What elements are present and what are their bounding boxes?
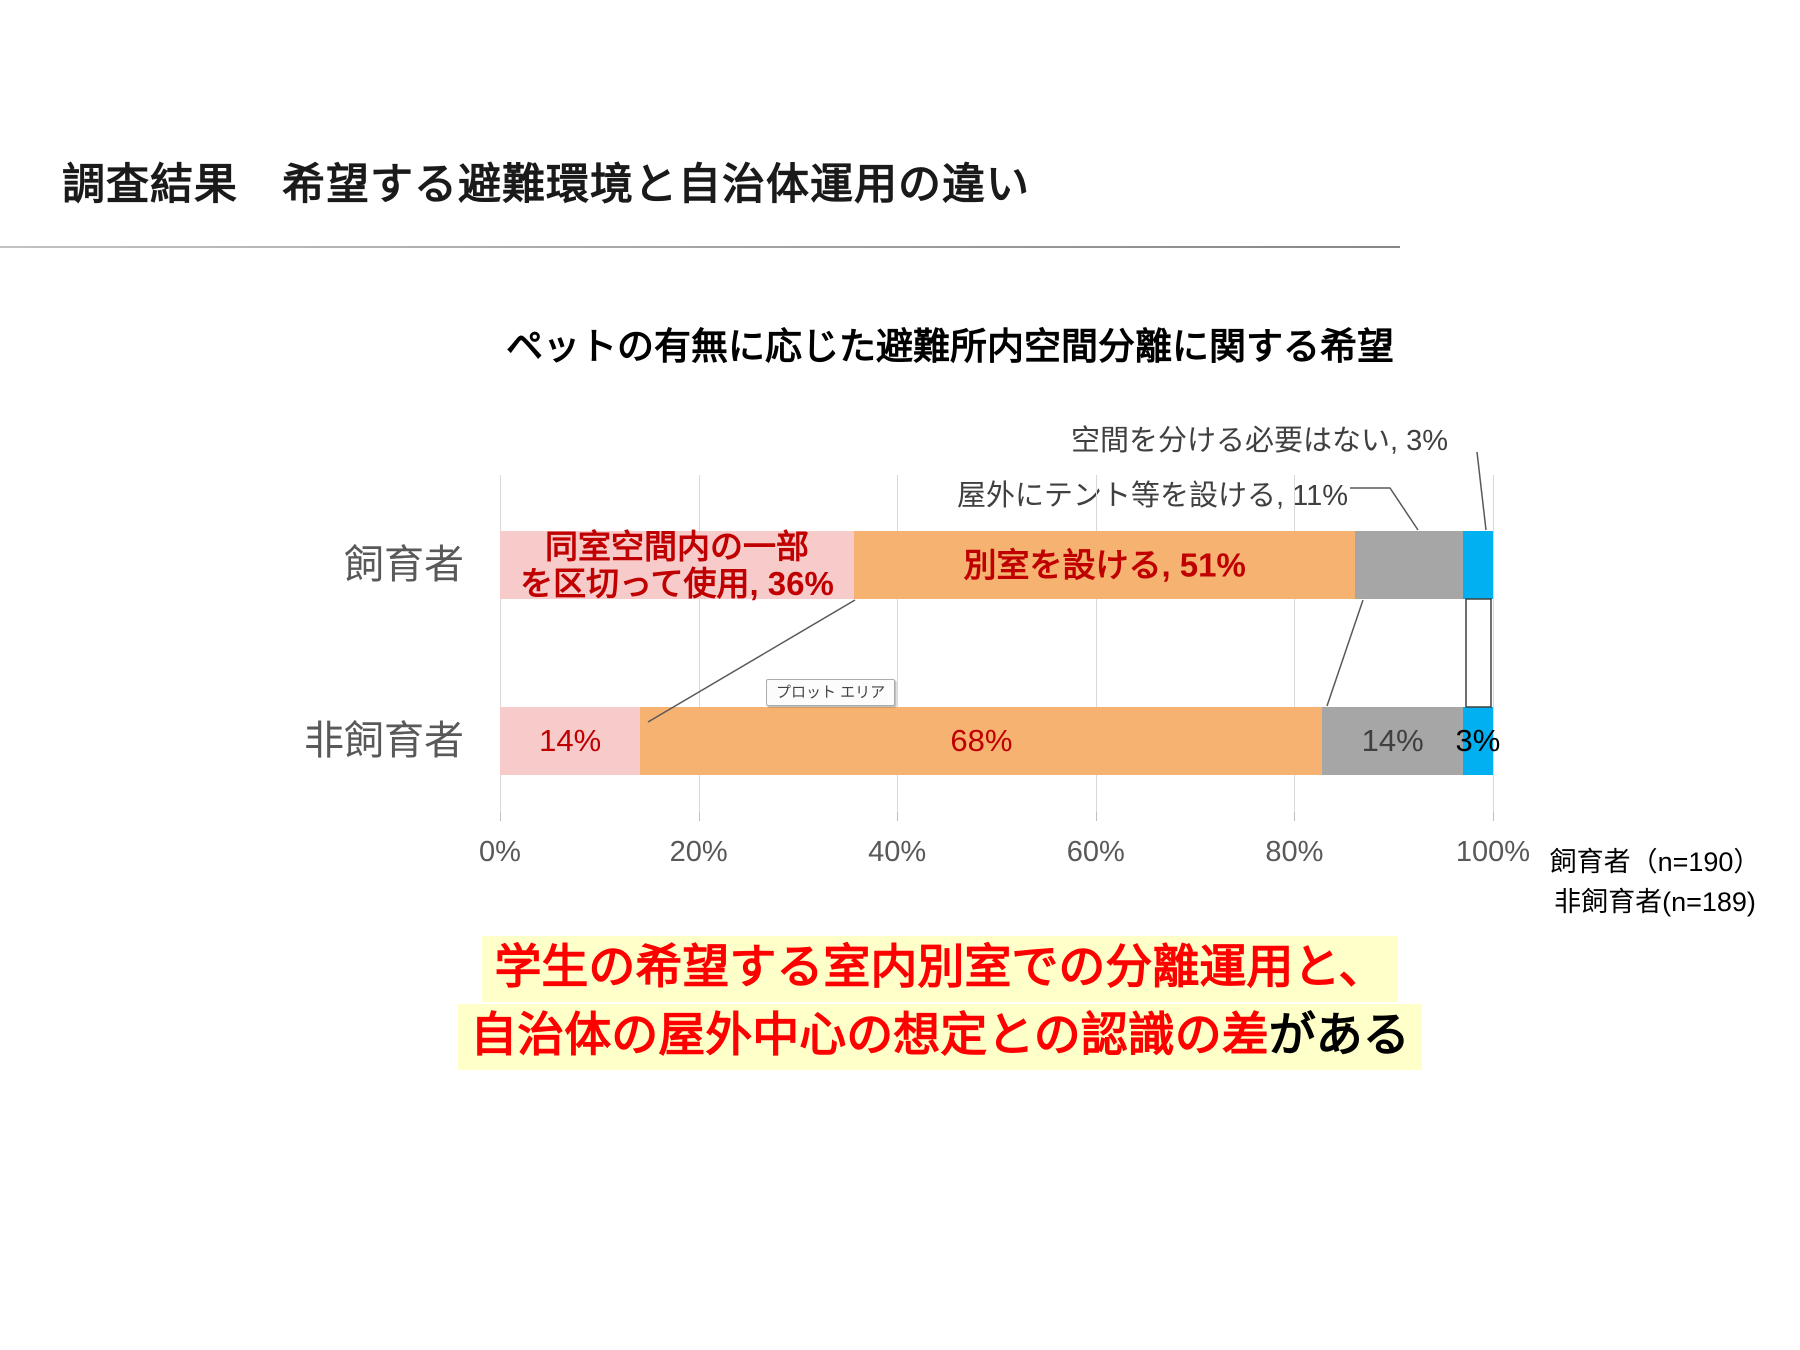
chart-title: ペットの有無に応じた避難所内空間分離に関する希望 bbox=[506, 326, 1394, 367]
bar-segment-label: 14% bbox=[539, 723, 602, 758]
conclusion-line-2-highlight: 自治体の屋外中心の想定との認識の差がある bbox=[458, 1004, 1422, 1070]
bar-segment-1[interactable]: 別室を設ける, 51% bbox=[853, 531, 1356, 599]
x-axis-label: 0% bbox=[479, 836, 521, 868]
axis-tick bbox=[1493, 812, 1494, 821]
x-axis-label: 80% bbox=[1265, 836, 1324, 868]
bar-segment-2[interactable]: 14% bbox=[1322, 707, 1463, 775]
conclusion-line-1: 学生の希望する室内別室での分離運用と、 bbox=[140, 936, 1740, 1002]
x-axis-label: 60% bbox=[1066, 836, 1125, 868]
bar-segment-label: 同室空間内の一部 を区切って使用, 36% bbox=[520, 528, 834, 602]
bar-segment-3[interactable] bbox=[1463, 531, 1493, 599]
annotation-outdoor-tent: 屋外にテント等を設ける, 11% bbox=[956, 480, 1348, 512]
plot-area[interactable]: 0% 20% 40% 60% 80% 100% 同室空間内の一部 を区切って使用, 36% 別… bbox=[304, 475, 1530, 868]
sample-size-owners: 飼育者（n=190） bbox=[1549, 847, 1761, 877]
bar-segment-label: 68% bbox=[950, 723, 1013, 758]
conclusion-line-2: 自治体の屋外中心の想定との認識の差がある bbox=[140, 1004, 1740, 1070]
bar-segment-label: 3% bbox=[1455, 723, 1501, 758]
axis-tick bbox=[1095, 812, 1097, 821]
annotation-no-separation: 空間を分ける必要はない, 3% bbox=[1070, 425, 1448, 457]
bar-owners[interactable]: 同室空間内の一部 を区切って使用, 36% 別室を設ける, 51% bbox=[500, 528, 1493, 602]
bar-segment-label: 別室を設ける, 51% bbox=[963, 546, 1246, 584]
gridline bbox=[897, 475, 899, 812]
title-divider bbox=[0, 246, 1400, 248]
axis-tick bbox=[698, 812, 700, 821]
axis-tick bbox=[500, 812, 501, 821]
sample-size-note: 飼育者（n=190） 非飼育者(n=189) bbox=[1530, 842, 1780, 922]
axis-tick bbox=[897, 812, 899, 821]
gridline bbox=[1095, 475, 1097, 812]
plot-area-tooltip: プロット エリア bbox=[766, 679, 896, 706]
x-axis-label: 20% bbox=[669, 836, 728, 868]
conclusion-text: 学生の希望する室内別室での分離運用と、 自治体の屋外中心の想定との認識の差がある bbox=[140, 936, 1740, 1072]
gridline bbox=[1493, 475, 1494, 812]
bar-non-owners[interactable]: 14% 68% 14% 3% bbox=[500, 707, 1500, 775]
x-axis-label: 40% bbox=[868, 836, 927, 868]
page-title: 調査結果 希望する避難環境と自治体運用の違い bbox=[62, 161, 1030, 209]
category-label: 非飼育者 bbox=[304, 719, 464, 763]
bar-segment-0[interactable]: 同室空間内の一部 を区切って使用, 36% bbox=[500, 528, 854, 602]
x-axis-label: 100% bbox=[1455, 836, 1531, 868]
sample-size-non-owners: 非飼育者(n=189) bbox=[1554, 887, 1756, 917]
conclusion-line-2-red: 自治体の屋外中心の想定との認識の差 bbox=[470, 1008, 1269, 1061]
conclusion-line-2-black: がある bbox=[1268, 1008, 1410, 1061]
category-label: 飼育者 bbox=[344, 543, 464, 587]
axis-tick bbox=[1294, 812, 1296, 821]
gridline bbox=[500, 475, 501, 812]
conclusion-line-1-highlight: 学生の希望する室内別室での分離運用と、 bbox=[482, 936, 1398, 1002]
bar-segment-0[interactable]: 14% bbox=[500, 707, 641, 775]
bar-segment-2[interactable] bbox=[1355, 531, 1464, 599]
bar-segment-1[interactable]: 68% bbox=[640, 707, 1323, 775]
gridline bbox=[1294, 475, 1296, 812]
bar-segment-label: 14% bbox=[1361, 723, 1424, 758]
bar-segment-3[interactable]: 3% bbox=[1456, 707, 1500, 775]
